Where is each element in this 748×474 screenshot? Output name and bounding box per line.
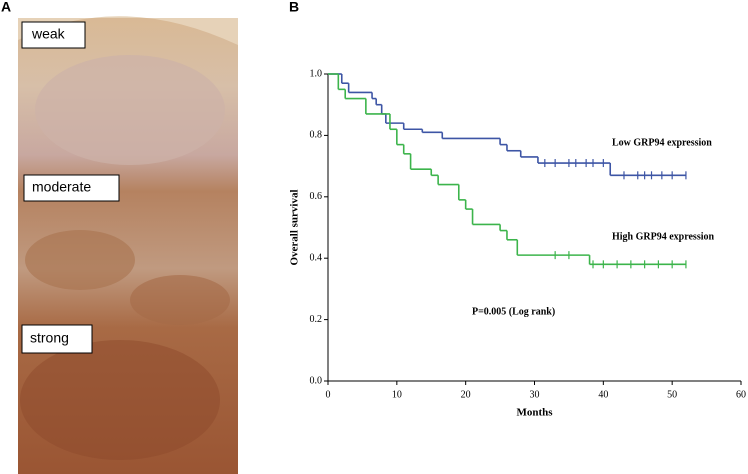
image-label: moderate bbox=[32, 179, 91, 195]
chart: 0.0 0.2 0.4 0.6 0.8 1.0 0 10 20 30 40 50 60 Months Ove… bbox=[289, 68, 746, 418]
label-box bbox=[23, 174, 120, 202]
epithelium bbox=[18, 16, 238, 45]
legend-label: High GRP94 expression bbox=[612, 231, 714, 242]
y-tick-label: 0.4 bbox=[310, 252, 323, 263]
x-axis-label: Months bbox=[516, 407, 553, 419]
image-label: strong bbox=[30, 330, 69, 346]
x-tick-label: 50 bbox=[667, 389, 677, 400]
x-tick-label: 20 bbox=[461, 389, 471, 400]
y-tick-label: 0.6 bbox=[310, 191, 323, 202]
image-label: weak bbox=[31, 26, 66, 42]
tissue-region bbox=[35, 55, 225, 165]
annotation: P=0.005 (Log rank) bbox=[472, 306, 555, 317]
x-tick-label: 40 bbox=[598, 389, 608, 400]
x-tick-label: 30 bbox=[530, 389, 540, 400]
legend-label: Low GRP94 expression bbox=[612, 137, 712, 148]
y-tick-label: 1.0 bbox=[310, 68, 323, 79]
y-tick-label: 0.8 bbox=[310, 130, 323, 141]
tissue-region bbox=[20, 340, 220, 460]
panel-label: A bbox=[1, 0, 11, 15]
panel-label: B bbox=[289, 0, 299, 15]
tissue-region bbox=[25, 230, 135, 290]
label-box bbox=[21, 21, 86, 49]
x-tick-label: 0 bbox=[326, 389, 331, 400]
y-tick-label: 0.0 bbox=[310, 375, 323, 386]
y-axis-label: Overall survival bbox=[289, 189, 301, 265]
panel-a: weak moderate strong A bbox=[1, 0, 238, 474]
tissue-region bbox=[130, 275, 230, 325]
x-tick-label: 10 bbox=[392, 389, 402, 400]
y-tick-label: 0.2 bbox=[310, 314, 323, 325]
label-box bbox=[21, 324, 93, 354]
x-tick-label: 60 bbox=[736, 389, 746, 400]
